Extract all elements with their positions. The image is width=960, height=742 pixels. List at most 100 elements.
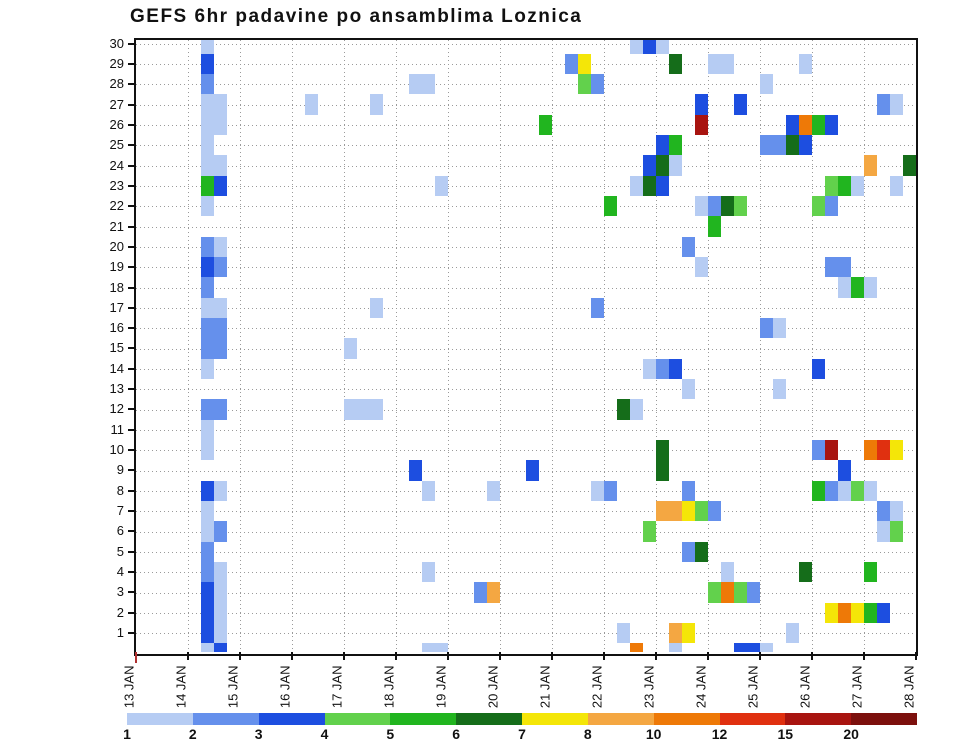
heatmap-cell [201,155,214,176]
x-axis-tick [915,652,917,660]
heatmap-cell [201,257,214,278]
v-gridline [240,40,241,652]
y-axis-tick [128,225,136,228]
heatmap-cell [864,602,877,623]
colorbar-value-label: 20 [843,726,859,742]
y-axis-tick [128,571,136,574]
heatmap-cell [656,460,669,481]
colorbar-value-label: 6 [452,726,461,742]
h-gridline [136,84,916,86]
colorbar-value-label: 5 [386,726,395,742]
heatmap-cell [851,175,864,196]
heatmap-cell [734,196,747,217]
colorbar-value-label: 1 [123,726,131,742]
colorbar-segment [653,713,720,725]
heatmap-cell [838,257,851,278]
x-axis-label: 25 JAN [745,665,761,709]
heatmap-cell [786,135,799,156]
heatmap-cell [851,277,864,298]
heatmap-cell [656,175,669,196]
x-axis-tick [343,652,345,660]
y-axis-tick [128,611,136,614]
heatmap-cell [851,602,864,623]
heatmap-cell [409,74,422,95]
h-gridline [136,328,916,330]
heatmap-cell [825,114,838,135]
colorbar-value-label: 12 [711,726,728,742]
heatmap-cell [825,196,838,217]
colorbar-legend [127,713,918,725]
heatmap-cell [526,460,539,481]
x-axis-label: 19 JAN [433,665,449,709]
heatmap-cell [201,40,214,54]
y-axis-label: 22 [109,198,124,214]
x-axis-tick [187,652,189,660]
heatmap-cell [747,643,760,652]
heatmap-cell [214,521,227,542]
h-gridline [136,43,916,45]
y-axis-tick [128,367,136,370]
heatmap-cell [799,114,812,135]
v-gridline [188,40,189,652]
heatmap-cell [474,582,487,603]
y-axis-label: 10 [109,442,124,458]
heatmap-cell [747,582,760,603]
heatmap-cell [890,175,903,196]
heatmap-cell [838,460,851,481]
heatmap-cell [201,94,214,115]
heatmap-cell [695,94,708,115]
y-axis-tick [128,428,136,431]
h-gridline [136,226,916,228]
heatmap-cell [201,277,214,298]
v-gridline [656,40,657,652]
heatmap-cell [214,623,227,644]
y-axis-label: 17 [109,299,124,315]
colorbar-value-label: 10 [645,726,662,742]
heatmap-cell [877,94,890,115]
colorbar-value-label: 8 [583,726,592,742]
heatmap-cell [760,135,773,156]
heatmap-cell [773,318,786,339]
h-gridline [136,368,916,370]
heatmap-cell [214,114,227,135]
heatmap-cell [214,155,227,176]
colorbar-segment [719,713,786,725]
heatmap-cell [669,53,682,74]
heatmap-cell [825,602,838,623]
y-axis-tick [128,388,136,391]
heatmap-cell [890,521,903,542]
heatmap-cell [760,318,773,339]
heatmap-cell [214,318,227,339]
h-gridline [136,307,916,309]
x-axis-label: 24 JAN [693,665,709,709]
y-axis-label: 27 [109,96,124,112]
heatmap-cell [734,94,747,115]
heatmap-cell [695,501,708,522]
h-gridline [136,104,916,106]
y-axis-label: 12 [109,401,124,417]
h-gridline [136,348,916,350]
heatmap-cell [201,480,214,501]
v-gridline [292,40,293,652]
h-gridline [136,206,916,208]
heatmap-cell [695,541,708,562]
heatmap-cell [409,460,422,481]
y-axis-label: 6 [116,523,124,539]
heatmap-cell [214,602,227,623]
colorbar-segment [258,713,325,725]
heatmap-cell [344,399,357,420]
y-axis-tick [128,123,136,126]
heatmap-cell [708,501,721,522]
heatmap-cell [591,297,604,318]
colorbar-segment [522,713,589,725]
v-gridline [708,40,709,652]
heatmap-cell [656,440,669,461]
h-gridline [136,612,916,614]
heatmap-cell [682,623,695,644]
heatmap-cell [201,196,214,217]
heatmap-cell [630,399,643,420]
colorbar-value-label: 15 [777,726,794,742]
x-axis-tick [551,652,553,660]
heatmap-cell [708,196,721,217]
y-axis-label: 9 [116,462,124,478]
